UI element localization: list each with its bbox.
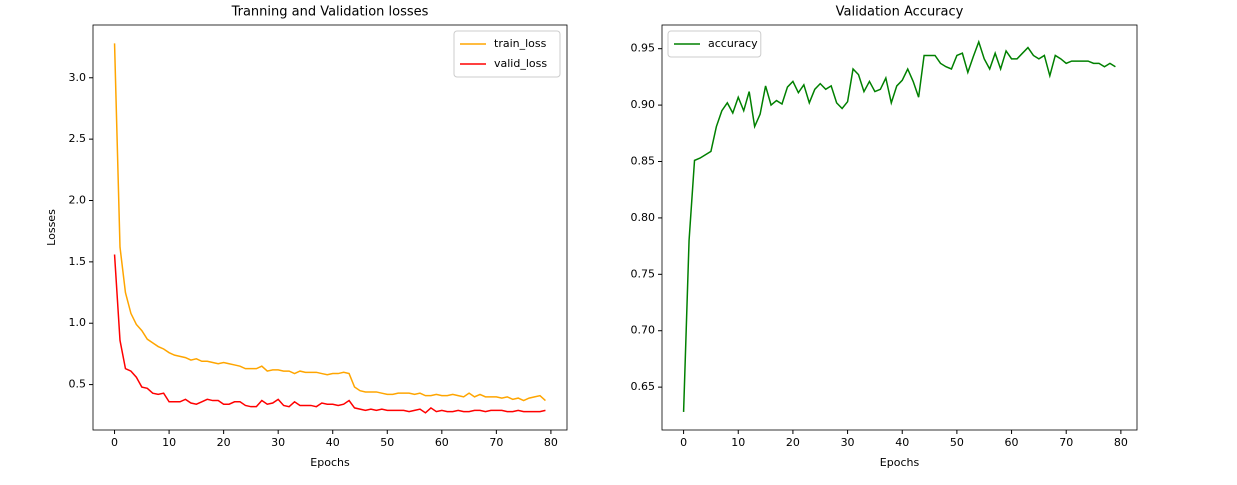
legend-label: accuracy — [708, 37, 758, 50]
x-tick-label: 30 — [271, 436, 285, 449]
x-tick-label: 40 — [326, 436, 340, 449]
legend-label: valid_loss — [494, 57, 547, 70]
line-series — [113, 43, 546, 402]
x-tick-label: 20 — [217, 436, 231, 449]
x-tick-label: 60 — [435, 436, 449, 449]
x-tick-label: 20 — [786, 436, 800, 449]
y-tick-label: 1.5 — [69, 255, 87, 268]
x-tick-label: 70 — [1059, 436, 1073, 449]
x-tick-label: 80 — [1114, 436, 1128, 449]
legend-label: train_loss — [494, 37, 547, 50]
line-series — [113, 254, 546, 414]
chart-title: Validation Accuracy — [836, 5, 964, 20]
y-tick-label: 0.90 — [631, 98, 656, 111]
x-tick-label: 50 — [380, 436, 394, 449]
x-axis-label: Epochs — [880, 456, 920, 469]
x-tick-label: 0 — [111, 436, 118, 449]
x-tick-label: 10 — [731, 436, 745, 449]
y-tick-label: 0.95 — [631, 42, 656, 55]
x-tick-label: 10 — [162, 436, 176, 449]
y-tick-label: 0.75 — [631, 267, 656, 280]
y-tick-label: 0.65 — [631, 380, 656, 393]
y-tick-label: 1.0 — [69, 316, 87, 329]
x-tick-label: 30 — [841, 436, 855, 449]
axes: Validation Accuracy 0 10 20 30 40 50 60 70 80 0.65… — [631, 5, 1138, 469]
legend-box — [453, 30, 561, 78]
x-tick-label: 80 — [544, 436, 558, 449]
y-tick-label: 0.70 — [631, 324, 656, 337]
x-tick-label: 0 — [680, 436, 687, 449]
y-tick-label: 2.5 — [69, 132, 87, 145]
axes-frame — [661, 24, 1138, 431]
chart-title: Tranning and Validation losses — [231, 5, 429, 20]
x-axis-label: Epochs — [310, 456, 350, 469]
axes-frame — [92, 24, 568, 431]
y-axis-label: Losses — [45, 209, 58, 246]
y-tick-label: 2.0 — [69, 194, 87, 207]
y-tick-label: 0.5 — [69, 378, 87, 391]
y-tick-label: 3.0 — [69, 71, 87, 84]
y-tick-label: 0.80 — [631, 211, 656, 224]
x-tick-label: 70 — [489, 436, 503, 449]
x-tick-label: 40 — [895, 436, 909, 449]
x-tick-label: 50 — [950, 436, 964, 449]
y-tick-label: 0.85 — [631, 155, 656, 168]
legend-box — [667, 30, 762, 58]
axes: Tranning and Validation losses 0 10 20 30 40 5… — [45, 5, 568, 469]
line-series — [682, 39, 1116, 412]
x-tick-label: 60 — [1005, 436, 1019, 449]
